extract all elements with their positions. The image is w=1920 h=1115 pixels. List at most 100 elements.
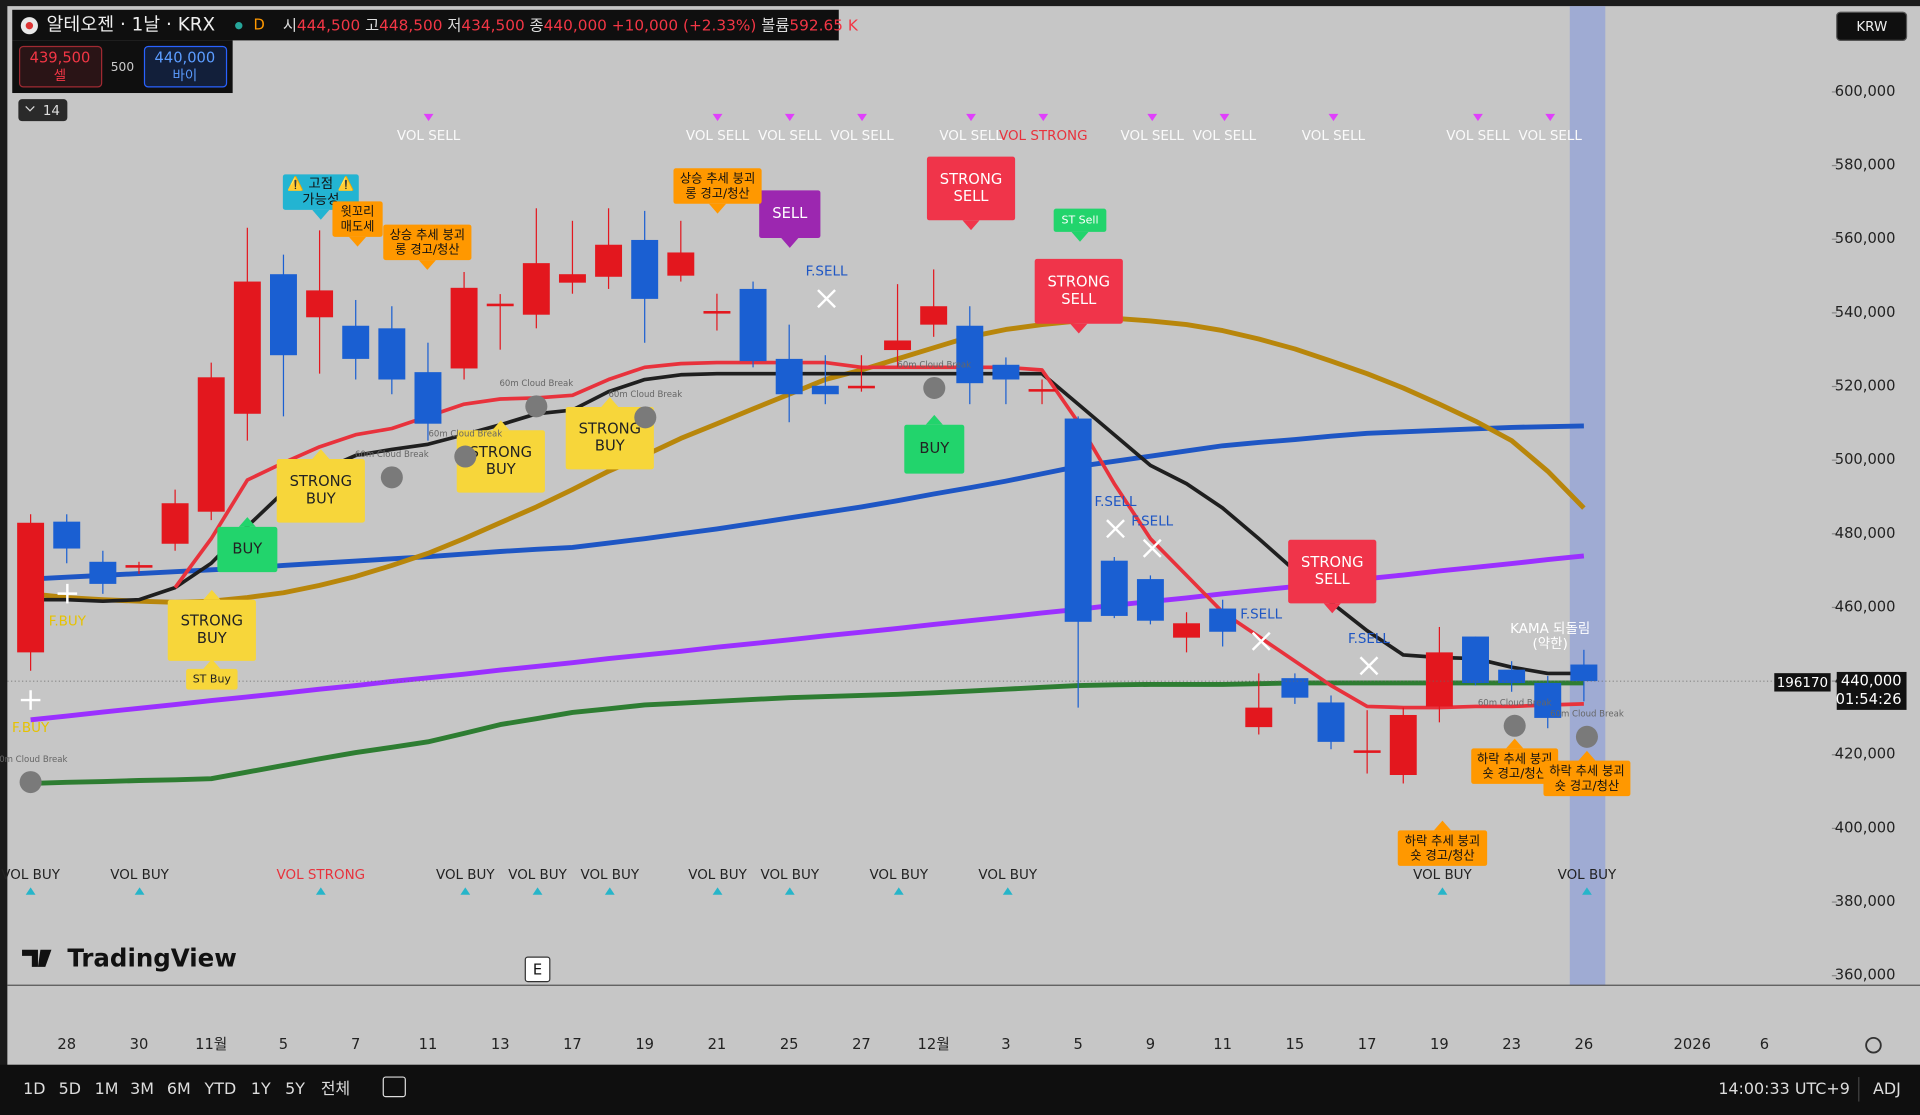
annotations: VOL SELL VOL SELL VOL SELL VOL SELL VOL SELL… (0, 113, 1631, 895)
vol-buy-marker (604, 887, 615, 895)
candle-body (1173, 623, 1200, 638)
annotation-line: 롱 경고/청산 (395, 242, 459, 256)
vol-sell-marker (1219, 113, 1230, 122)
x-tick-label: 17 (563, 1036, 582, 1053)
signal-pointer (1070, 323, 1088, 334)
settings-icon[interactable] (1865, 1036, 1882, 1054)
y-tick-label: 500,000 (1835, 451, 1896, 468)
annotation-line: STRONG (1301, 554, 1363, 571)
signal-box (1397, 830, 1488, 866)
ohlc-label: 저 (447, 16, 461, 34)
y-tick-label: 420,000 (1835, 746, 1896, 763)
signal-pointer (925, 414, 943, 425)
annotation-text: 60m Cloud Break (355, 450, 429, 460)
range-button[interactable]: 5Y (285, 1079, 305, 1098)
ohlc-label: 시 (283, 16, 297, 34)
event-marker[interactable] (524, 956, 551, 983)
buy-button[interactable] (143, 45, 228, 88)
date-range-icon[interactable] (382, 1076, 406, 1098)
range-button[interactable]: YTD (204, 1079, 237, 1098)
signal-box (904, 424, 965, 474)
annotation-line: SELL (772, 205, 808, 222)
x-tick-label: 9 (1146, 1036, 1155, 1053)
signal-box (332, 201, 383, 237)
annotation-line: STRONG (290, 473, 352, 490)
candle-body (1425, 652, 1453, 707)
annotation-text: BUY (232, 541, 262, 558)
candle-body (703, 311, 731, 314)
signal-box (186, 668, 238, 690)
signal-box (217, 526, 278, 573)
annotation-line: F.SELL (1240, 607, 1282, 622)
collapse-button[interactable] (18, 99, 68, 122)
annotation-line: 숏 경고/청산 (1555, 778, 1619, 792)
annotation-line: F.SELL (1348, 632, 1390, 647)
change: +10,000 (+2.33%) (612, 16, 757, 34)
vol-buy-marker (1582, 887, 1592, 895)
annotation-text: 상승 추세 붕괴 롱 경고/청산 (680, 171, 755, 200)
range-button[interactable]: 3M (130, 1079, 154, 1098)
annotation-text: F.SELL (1131, 514, 1173, 529)
annotation-text: 60m Cloud Break (897, 360, 971, 370)
range-button[interactable]: 1D (23, 1079, 45, 1098)
annotation-line: 60m Cloud Break (1550, 709, 1624, 719)
range-button[interactable]: 1Y (251, 1079, 271, 1098)
annotation-line: VOL SELL (397, 129, 461, 144)
annotation-line: VOL BUY (869, 868, 928, 883)
annotation-line: SELL (1315, 571, 1351, 588)
candle-body (1028, 389, 1056, 392)
range-button[interactable]: 6M (167, 1079, 191, 1098)
signal-pointer (238, 517, 256, 527)
other-price: 196170 (1777, 676, 1828, 691)
annotation-line: 숏 경고/청산 (1483, 766, 1547, 780)
signal-pointer (708, 203, 727, 214)
vol-sell-marker (423, 113, 434, 122)
spread: 500 (111, 60, 134, 74)
annotation-line: BUY (232, 541, 262, 558)
y-tick-label: 360,000 (1835, 967, 1896, 984)
candle-body (1389, 714, 1417, 775)
annotation-line: F.BUY (49, 615, 87, 630)
x-tick-label: 26 (1575, 1036, 1594, 1053)
signal-box (1034, 258, 1123, 324)
symbol[interactable]: 알테오젠 · 1날 · KRX (47, 15, 216, 36)
annotation-text: ST Sell (1061, 213, 1098, 226)
sell-button[interactable] (18, 45, 103, 88)
x-tick-label: 11월 (195, 1036, 227, 1053)
volume-label: 볼륨 (761, 16, 789, 34)
x-tick-label: 23 (1502, 1036, 1521, 1053)
signal-pointer (1071, 231, 1089, 242)
annotation-line: F.SELL (1095, 495, 1137, 510)
range-button[interactable]: 1M (95, 1079, 119, 1098)
annotation-text: VOL SELL (758, 129, 822, 144)
range-button[interactable]: 전체 (321, 1079, 350, 1098)
logo-text: TradingView (67, 944, 237, 973)
annotation-text: 60m Cloud Break (428, 429, 502, 439)
annotation-text: VOL SELL (1193, 129, 1257, 144)
signal-box (1288, 539, 1377, 604)
annotation-line: VOL SELL (830, 129, 894, 144)
adjust[interactable]: ADJ (1873, 1079, 1901, 1098)
vol-sell-marker (1038, 113, 1049, 122)
y-tick-label: 460,000 (1835, 598, 1896, 615)
range-button[interactable]: 5D (59, 1079, 81, 1098)
signal-box (673, 168, 762, 204)
interval: D (253, 17, 264, 34)
currency-button[interactable] (1836, 11, 1908, 42)
bottom-toolbar (0, 1064, 1920, 1115)
candle-body (450, 287, 478, 369)
signal-box (1471, 748, 1559, 784)
annotation-line: VOL BUY (688, 868, 747, 883)
annotation-line: STRONG (579, 421, 641, 438)
event-label: E (533, 962, 542, 979)
x-tick-label: 21 (708, 1036, 727, 1053)
annotation-line: STRONG (470, 444, 532, 461)
last-price: 440,000 (1841, 673, 1902, 690)
annotation-text: VOL BUY (436, 868, 495, 883)
annotation-text: VOL BUY (1413, 868, 1472, 883)
ohlc-value: 440,000 (544, 16, 607, 34)
candle-body (342, 325, 370, 359)
vol-buy-marker (134, 887, 145, 895)
cloud-break-dot (923, 376, 946, 400)
y-tick-label: 540,000 (1835, 304, 1896, 321)
